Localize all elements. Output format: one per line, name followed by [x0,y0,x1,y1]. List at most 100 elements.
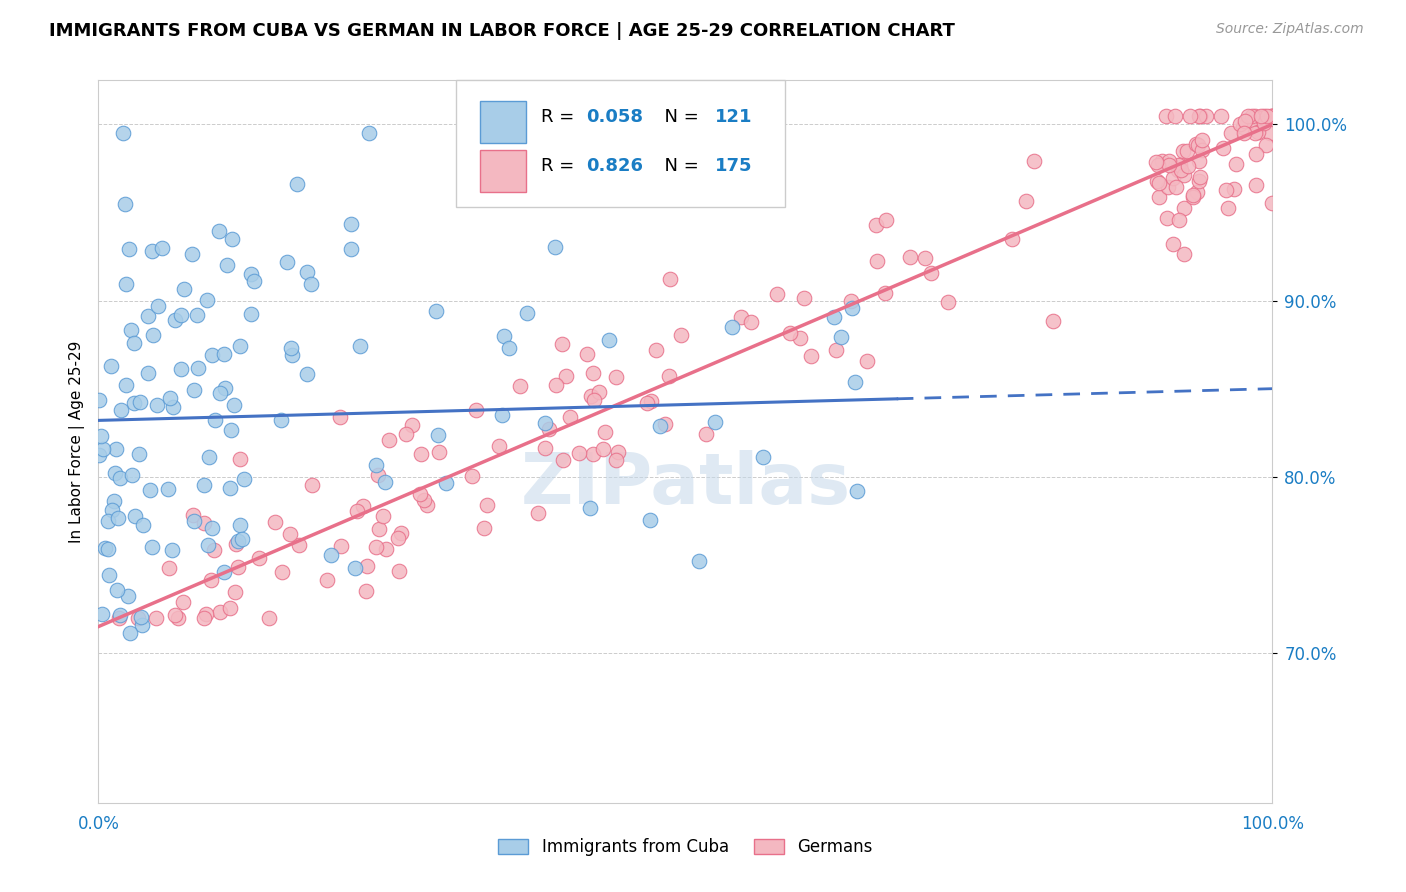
Point [1260,109,1282,123]
Point [583,392,606,407]
Point [301,477,323,491]
Point [1244,178,1267,192]
Point [575,346,598,360]
Point [873,286,896,301]
Point [1256,137,1278,152]
Point [558,410,581,425]
Point [509,379,531,393]
Point [412,493,434,508]
Point [170,361,193,376]
Point [606,445,628,459]
Point [1173,168,1195,182]
Point [1188,174,1211,188]
Point [1171,144,1194,158]
Point [658,368,681,383]
Point [793,291,815,305]
Point [366,458,388,472]
Point [429,445,451,459]
Point [100,359,122,373]
Point [90,429,112,443]
Point [371,508,394,523]
Point [640,394,662,409]
Point [598,333,620,347]
Point [94,541,117,555]
Point [823,310,845,324]
Point [1240,109,1263,123]
Point [239,267,262,281]
Point [104,442,127,456]
Point [550,337,572,351]
Point [172,594,194,608]
Point [229,517,252,532]
Point [146,398,169,412]
Point [264,515,287,529]
Point [841,301,863,315]
Text: 0.058: 0.058 [586,108,643,126]
Point [136,309,159,323]
Point [167,611,190,625]
Point [526,507,548,521]
Point [221,423,243,437]
Point [202,542,225,557]
Point [156,482,179,496]
Point [138,366,160,380]
Point [187,360,209,375]
Point [181,508,204,522]
Point [533,416,555,430]
FancyBboxPatch shape [479,101,526,143]
Point [898,250,921,264]
Text: 0.826: 0.826 [586,157,643,175]
Point [461,469,484,483]
Point [605,452,627,467]
Point [173,282,195,296]
Point [1253,116,1275,130]
Point [1184,137,1206,152]
Point [387,532,409,546]
Point [233,472,256,486]
Point [228,339,250,353]
Point [321,548,343,562]
Point [315,574,337,588]
Point [186,309,208,323]
Point [1167,213,1189,227]
Point [226,560,249,574]
Point [120,323,142,337]
Point [1164,109,1187,123]
Point [226,534,249,549]
Point [195,293,218,307]
Point [688,554,710,568]
Point [593,425,616,440]
Point [200,574,222,588]
Point [1250,109,1272,123]
Point [247,550,270,565]
Point [544,377,567,392]
Point [1014,194,1036,208]
Point [588,384,610,399]
Point [127,611,149,625]
Point [218,601,240,615]
Point [1212,141,1234,155]
Point [1167,163,1189,178]
Point [740,315,762,329]
Point [592,442,614,457]
Point [193,477,215,491]
Point [329,410,352,425]
Point [141,327,163,342]
Point [145,611,167,625]
Point [434,476,457,491]
Point [221,232,243,246]
Point [1229,117,1251,131]
Point [132,517,155,532]
Point [1251,111,1274,125]
Point [112,126,135,140]
Point [914,251,936,265]
Point [121,467,143,482]
Point [104,467,127,481]
Point [120,626,142,640]
Point [217,258,239,272]
Point [1189,169,1212,184]
Point [425,304,447,318]
Point [1181,188,1204,202]
Point [129,610,152,624]
Point [1173,202,1195,216]
